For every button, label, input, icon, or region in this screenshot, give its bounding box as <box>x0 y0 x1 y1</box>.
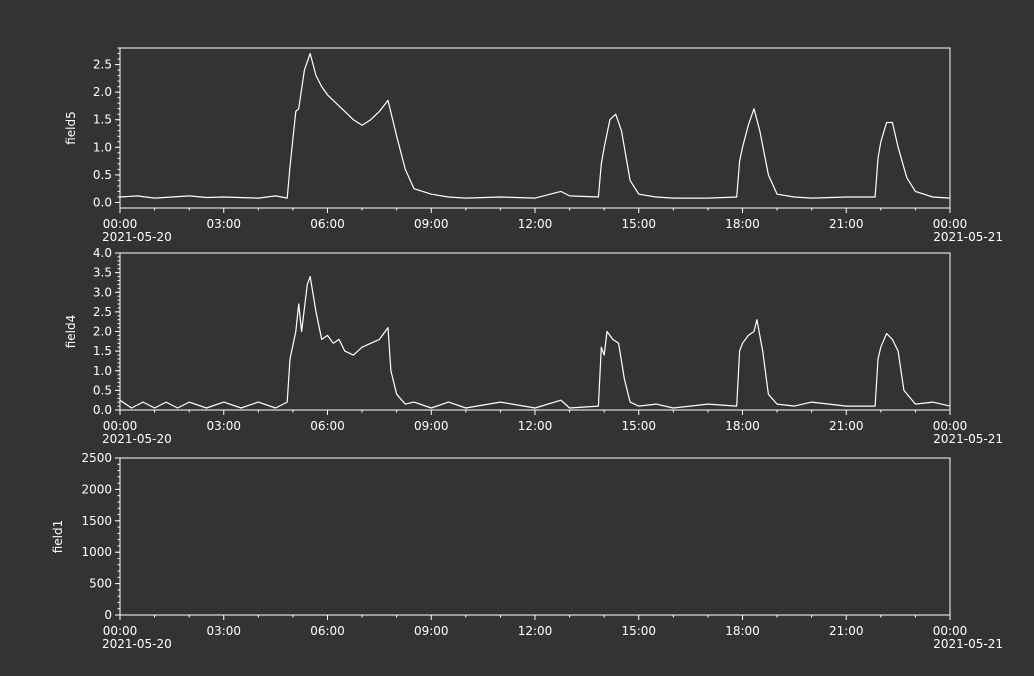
x-tick-label: 18:00 <box>725 624 760 638</box>
x-tick-label: 00:00 <box>103 419 138 433</box>
y-axis-label: field5 <box>64 111 78 145</box>
y-tick-label: 2.0 <box>93 85 112 99</box>
x-tick-label: 00:00 <box>103 217 138 231</box>
y-tick-label: 0.0 <box>93 403 112 417</box>
x-date-label-start: 2021-05-20 <box>102 637 172 651</box>
y-tick-label: 0.5 <box>93 168 112 182</box>
chart-panel-field1: 0 500 1000 1500 2000 2500 00:00 03:00 06:00 09:00… <box>51 451 1003 651</box>
x-date-label-end: 2021-05-21 <box>933 637 1003 651</box>
y-tick-label: 1000 <box>81 545 112 559</box>
x-tick-label: 00:00 <box>103 624 138 638</box>
x-tick-label: 03:00 <box>206 419 241 433</box>
y-tick-label: 3.0 <box>93 285 112 299</box>
x-date-label-end: 2021-05-21 <box>933 230 1003 244</box>
y-tick-label: 2000 <box>81 482 112 496</box>
x-tick-label: 06:00 <box>310 624 345 638</box>
y-tick-label: 1.5 <box>93 344 112 358</box>
x-tick-label: 03:00 <box>206 624 241 638</box>
y-tick-label: 2.5 <box>93 305 112 319</box>
y-tick-label: 3.5 <box>93 266 112 280</box>
x-tick-label: 09:00 <box>414 419 449 433</box>
x-tick-label: 15:00 <box>621 419 656 433</box>
x-date-label-start: 2021-05-20 <box>102 432 172 446</box>
x-tick-label: 12:00 <box>518 624 553 638</box>
x-date-label-start: 2021-05-20 <box>102 230 172 244</box>
x-tick-label: 03:00 <box>206 217 241 231</box>
x-tick-label: 21:00 <box>829 217 864 231</box>
chart-panel-field5: 0.0 0.5 1.0 1.5 2.0 2.5 00:00 03:00 06:00 09:00 12… <box>64 47 1003 244</box>
x-tick-label: 00:00 <box>933 624 968 638</box>
x-tick-label: 06:00 <box>310 419 345 433</box>
x-date-label-end: 2021-05-21 <box>933 432 1003 446</box>
y-tick-label: 0.5 <box>93 383 112 397</box>
y-tick-label: 1.0 <box>93 140 112 154</box>
y-tick-label: 4.0 <box>93 246 112 260</box>
x-tick-label: 12:00 <box>518 419 553 433</box>
x-tick-label: 18:00 <box>725 419 760 433</box>
y-tick-label: 0.0 <box>93 195 112 209</box>
y-tick-label: 0 <box>104 608 112 622</box>
series-line-field5 <box>119 52 951 199</box>
y-axis-label: field4 <box>64 315 78 349</box>
y-tick-label: 500 <box>89 577 112 591</box>
chart-panel-field4: 0.0 0.5 1.0 1.5 2.0 2.5 3.0 3.5 4.0 00:00 03:00 06:… <box>64 246 1003 446</box>
x-tick-label: 21:00 <box>829 419 864 433</box>
x-tick-label: 00:00 <box>933 217 968 231</box>
plot-frame <box>119 457 951 616</box>
y-tick-label: 2.5 <box>93 58 112 72</box>
y-tick-label: 1.5 <box>93 113 112 127</box>
plot-frame <box>119 252 951 411</box>
x-tick-label: 15:00 <box>621 624 656 638</box>
y-tick-label: 2500 <box>81 451 112 465</box>
series-line-field4 <box>119 276 951 409</box>
x-tick-label: 09:00 <box>414 217 449 231</box>
x-tick-label: 00:00 <box>933 419 968 433</box>
y-tick-label: 1500 <box>81 514 112 528</box>
y-tick-label: 1.0 <box>93 364 112 378</box>
plot-frame <box>119 47 951 209</box>
x-tick-label: 12:00 <box>518 217 553 231</box>
x-tick-label: 09:00 <box>414 624 449 638</box>
x-tick-label: 21:00 <box>829 624 864 638</box>
y-tick-label: 2.0 <box>93 325 112 339</box>
x-tick-label: 15:00 <box>621 217 656 231</box>
x-tick-label: 06:00 <box>310 217 345 231</box>
y-axis-label: field1 <box>51 520 65 554</box>
x-tick-label: 18:00 <box>725 217 760 231</box>
